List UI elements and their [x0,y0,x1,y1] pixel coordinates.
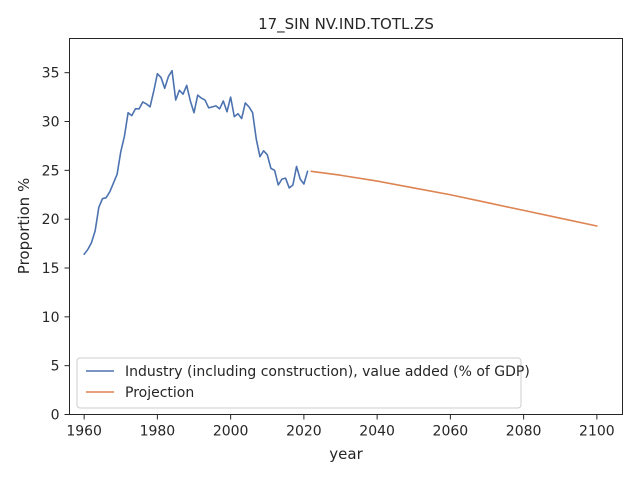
industry-series-line [83,69,309,256]
y-axis-label: Proportion % [15,178,33,274]
y-tick-label: 0 [51,408,60,424]
y-tick-label: 15 [42,261,60,277]
y-axis: 0 5 10 15 20 25 30 35 [42,66,70,424]
x-tick-label: 1960 [66,424,102,440]
y-tick-label: 10 [42,310,60,326]
x-tick-label: 2060 [433,424,469,440]
x-axis: 1960 1980 2000 2020 2040 2060 2080 2100 [66,414,615,440]
legend-box [76,357,522,409]
x-tick-label: 2040 [359,424,395,440]
x-tick-label: 2000 [213,424,249,440]
x-axis-label: year [329,445,363,463]
legend-label-industry: Industry (including construction), value… [125,364,530,380]
plot-area [83,69,598,256]
legend: Industry (including construction), value… [76,357,530,409]
y-tick-label: 30 [42,115,60,131]
chart-title: 17_SIN NV.IND.TOTL.ZS [258,15,434,34]
y-tick-label: 25 [42,163,60,179]
x-tick-label: 2080 [506,424,542,440]
x-tick-label: 2020 [286,424,322,440]
x-tick-label: 2100 [579,424,615,440]
projection-series-line [310,170,598,227]
y-tick-label: 5 [51,359,60,375]
x-tick-label: 1980 [140,424,176,440]
y-tick-label: 35 [42,66,60,82]
y-tick-label: 20 [42,212,60,228]
plot-frame [69,38,623,415]
legend-label-projection: Projection [125,385,194,401]
